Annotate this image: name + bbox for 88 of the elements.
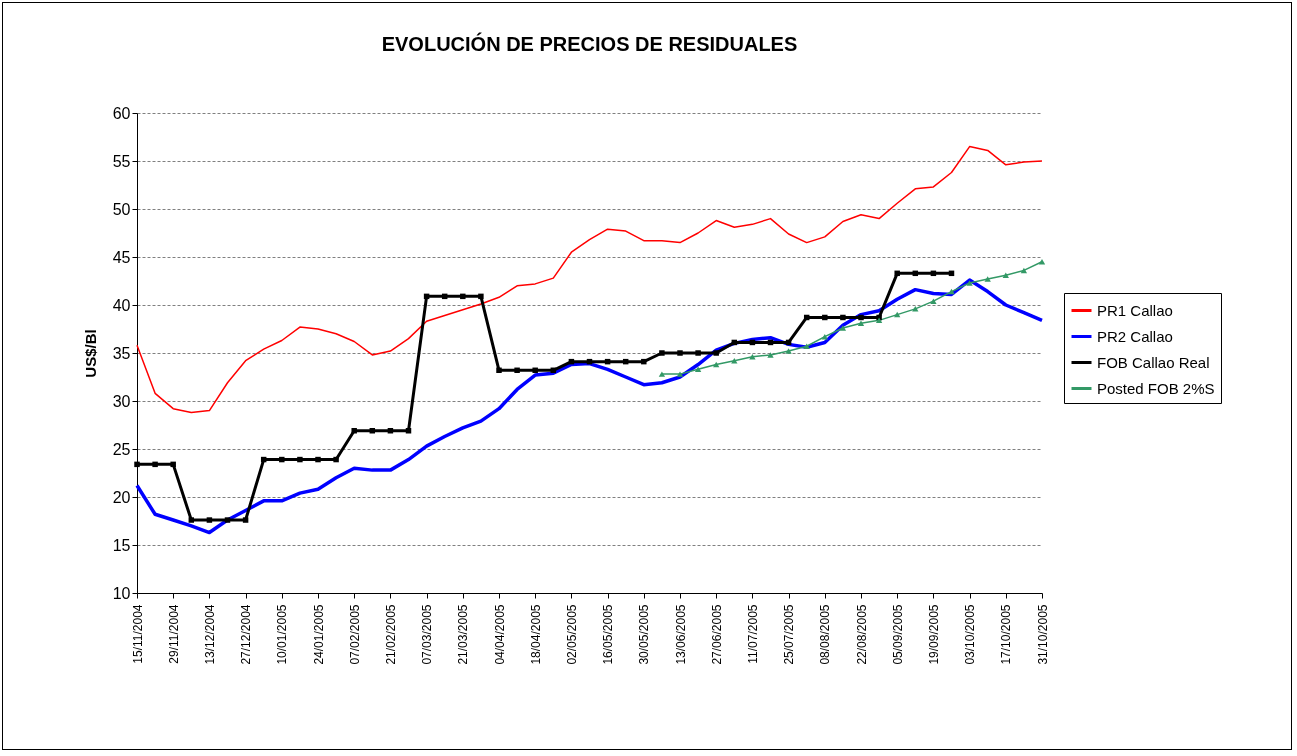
point [333, 456, 339, 463]
point [695, 350, 701, 356]
point [930, 298, 937, 304]
point [188, 517, 195, 523]
point [840, 314, 846, 321]
point [206, 517, 213, 523]
y-tick-label: 45 [112, 248, 131, 266]
x-tick-label: 07/02/2005 [347, 604, 362, 665]
point [966, 280, 973, 286]
legend-label: PR1 Callao [1097, 301, 1173, 319]
x-tick-label: 04/04/2005 [492, 604, 507, 665]
y-tick-label: 30 [112, 392, 131, 410]
point [785, 348, 792, 354]
y-tick-label: 10 [112, 584, 131, 602]
point [1038, 259, 1046, 265]
point [894, 270, 900, 277]
point [152, 461, 158, 468]
point [658, 371, 666, 377]
point [315, 456, 321, 463]
x-tick-label: 03/10/2005 [963, 604, 978, 665]
x-tick-label: 13/12/2004 [202, 604, 217, 665]
point [460, 293, 466, 300]
y-axis-title: US$/Bl [81, 329, 99, 378]
y-tick-label: 50 [112, 200, 131, 218]
y-tick-label: 60 [112, 104, 131, 122]
x-tick-label: 07/03/2005 [420, 604, 435, 665]
point [351, 428, 357, 434]
point [496, 367, 502, 374]
point [514, 367, 520, 374]
x-tick-label: 08/08/2005 [818, 604, 833, 665]
legend-label: PR2 Callao [1097, 327, 1173, 345]
x-tick-label: 02/05/2005 [564, 604, 579, 665]
point [694, 366, 702, 373]
point [676, 371, 684, 377]
x-tick-label: 16/05/2005 [601, 604, 616, 665]
legend-label: FOB Callao Real [1097, 353, 1210, 371]
x-tick-label: 19/09/2005 [926, 604, 941, 665]
point [279, 456, 285, 463]
point [641, 358, 647, 365]
point [677, 350, 683, 356]
x-tick-label: 29/11/2004 [166, 604, 181, 664]
point [224, 517, 231, 523]
x-tick-label: 31/10/2005 [1035, 604, 1050, 665]
y-tick-label: 40 [112, 296, 131, 314]
point [912, 306, 919, 312]
x-tick-label: 25/07/2005 [782, 604, 797, 665]
x-tick-label: 27/12/2004 [239, 604, 254, 665]
x-tick-label: 13/06/2005 [673, 604, 688, 665]
chart-title: EVOLUCIÓN DE PRECIOS DE RESIDUALES [381, 32, 798, 55]
x-tick-label: 22/08/2005 [854, 604, 869, 665]
point [984, 276, 991, 282]
point [659, 350, 665, 356]
point [713, 361, 720, 368]
point [134, 461, 140, 468]
point [242, 517, 249, 523]
x-tick-label: 30/05/2005 [637, 604, 652, 665]
x-tick-label: 21/02/2005 [383, 604, 398, 665]
point [857, 320, 865, 326]
x-tick-label: 24/01/2005 [311, 604, 326, 665]
y-tick-label: 20 [112, 488, 131, 506]
x-tick-label: 15/11/2004 [130, 604, 145, 664]
x-tick-label: 11/07/2005 [745, 604, 760, 664]
point [803, 343, 810, 350]
y-tick-label: 25 [112, 440, 131, 458]
x-tick-label: 21/03/2005 [456, 604, 471, 665]
x-tick-label: 17/10/2005 [999, 604, 1014, 665]
y-tick-label: 35 [112, 344, 131, 362]
legend-label: Posted FOB 2%S [1097, 379, 1215, 397]
point [839, 325, 847, 331]
point [858, 314, 864, 321]
point [478, 293, 484, 300]
point [297, 456, 303, 463]
y-tick-label: 15 [112, 536, 131, 554]
point [822, 314, 828, 321]
point [1002, 272, 1009, 278]
point [1020, 267, 1028, 274]
point [170, 461, 176, 468]
x-tick-label: 05/09/2005 [890, 604, 905, 665]
point [767, 352, 774, 358]
point [713, 350, 719, 356]
point [532, 367, 538, 374]
line-series [135, 278, 1044, 535]
y-tick-label: 55 [112, 152, 131, 170]
point [749, 354, 756, 360]
line-series [136, 145, 1043, 414]
x-tick-label: 10/01/2005 [275, 604, 290, 665]
x-tick-label: 18/04/2005 [528, 604, 543, 665]
x-tick-label: 27/06/2005 [709, 604, 724, 665]
